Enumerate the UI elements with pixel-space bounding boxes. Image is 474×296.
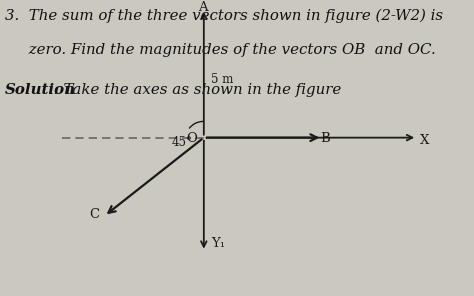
Text: O: O <box>186 132 197 145</box>
Text: A: A <box>198 1 208 15</box>
Text: zero. Find the magnitudes of the vectors OB  and OC.: zero. Find the magnitudes of the vectors… <box>5 43 436 57</box>
Text: Y₁: Y₁ <box>211 237 225 250</box>
Text: Solution: Solution <box>5 83 76 97</box>
Text: X: X <box>419 134 429 147</box>
Text: C: C <box>90 207 100 221</box>
Text: 45°: 45° <box>172 136 193 149</box>
Text: B: B <box>320 132 330 145</box>
Text: 3.  The sum of the three vectors shown in figure (2-W2) is: 3. The sum of the three vectors shown in… <box>5 9 443 23</box>
Text: : Take the axes as shown in the figure: : Take the axes as shown in the figure <box>49 83 341 97</box>
Text: 5 m: 5 m <box>211 73 233 86</box>
